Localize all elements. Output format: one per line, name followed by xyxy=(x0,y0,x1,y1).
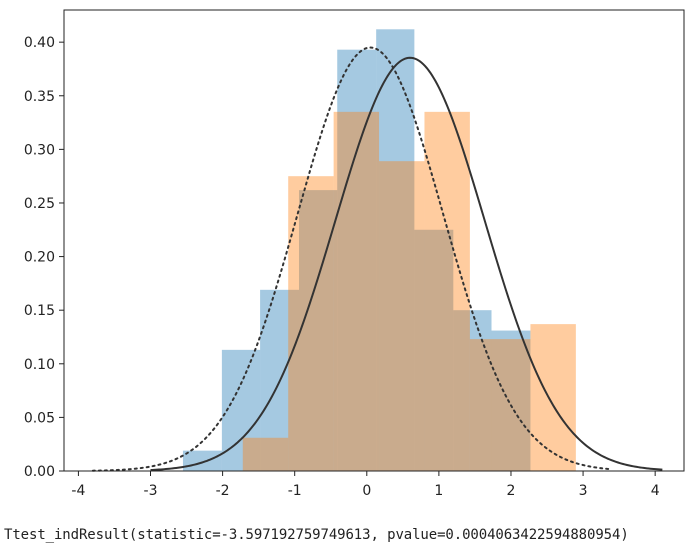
x-tick-label: -2 xyxy=(216,483,230,499)
x-tick-label: -1 xyxy=(288,483,302,499)
y-tick-label: 0.10 xyxy=(24,357,55,373)
x-tick-label: 3 xyxy=(579,483,588,499)
histogram-bar-1-5 xyxy=(337,49,377,471)
plot-frame xyxy=(63,9,685,472)
histogram-chart: -4 -3 -2 -1 0 1 2 3 4 0.000.050.100.150.200.250.… xyxy=(24,9,685,499)
histogram-bar-1-7 xyxy=(414,229,454,471)
x-tick-label: -3 xyxy=(144,483,158,499)
y-tick-label: 0.20 xyxy=(24,250,55,266)
histogram-bar-2-3 xyxy=(333,111,380,471)
histogram-bars xyxy=(182,29,576,472)
histogram-bar-1-8 xyxy=(453,310,492,471)
density-curves xyxy=(91,46,663,472)
histogram-bar-1-1 xyxy=(182,450,222,471)
dotted-density-curve xyxy=(91,46,613,472)
y-tick-label: 0.15 xyxy=(24,303,55,319)
y-tick-label: 0.05 xyxy=(24,410,55,426)
ttest-result-output: Ttest_indResult(statistic=-3.59719275974… xyxy=(4,527,629,543)
x-tick-label: 2 xyxy=(507,483,516,499)
histogram-bar-2-4 xyxy=(379,161,425,472)
histogram-bar-2-1 xyxy=(242,437,289,471)
histogram-bar-2-5 xyxy=(424,111,470,471)
x-tick-label: 1 xyxy=(434,483,443,499)
x-tick-label: -4 xyxy=(71,483,85,499)
y-tick-label: 0.25 xyxy=(24,196,55,212)
y-axis: 0.00 0.05 0.10 0.15 0.20 0.25 0.30 0.35 0.40 xyxy=(24,35,64,480)
histogram-bar-2-2 xyxy=(288,176,334,471)
histogram-bar-2-7 xyxy=(530,324,576,471)
solid-density-curve xyxy=(150,56,663,472)
x-axis: -4 -3 -2 -1 0 1 2 3 4 xyxy=(71,471,660,499)
y-tick-label: 0.00 xyxy=(24,464,55,480)
x-tick-label: 0 xyxy=(362,483,371,499)
x-tick-label: 4 xyxy=(651,483,660,499)
y-tick-label: 0.40 xyxy=(24,35,55,51)
histogram-bar-1-9 xyxy=(491,330,531,471)
plot-background xyxy=(64,10,684,471)
y-tick-label: 0.30 xyxy=(24,142,55,158)
histogram-bar-2-6 xyxy=(469,339,531,471)
y-tick-label: 0.35 xyxy=(24,89,55,105)
histogram-bar-1-6 xyxy=(376,29,415,472)
